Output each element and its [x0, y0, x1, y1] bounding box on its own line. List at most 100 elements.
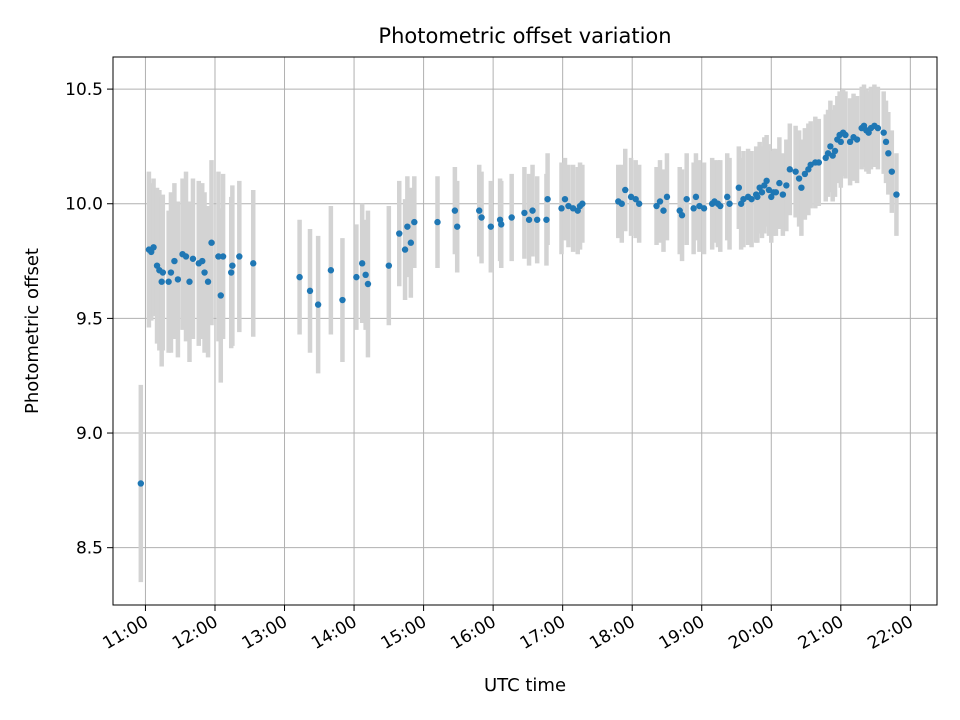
x-tick-label: 12:00 — [169, 612, 221, 654]
data-point — [201, 269, 208, 276]
data-point — [508, 214, 515, 221]
data-point — [748, 195, 755, 203]
data-point — [434, 218, 441, 226]
data-point — [618, 200, 625, 207]
data-point — [199, 257, 206, 265]
data-point — [521, 209, 528, 217]
x-tick-label: 22:00 — [864, 612, 916, 654]
data-point — [411, 218, 418, 226]
data-point — [478, 214, 485, 221]
data-point — [561, 195, 569, 203]
x-tick-label: 17:00 — [517, 612, 569, 654]
data-point — [404, 223, 411, 230]
data-points — [137, 122, 900, 487]
data-point — [208, 239, 215, 246]
data-point — [783, 182, 790, 189]
data-point — [798, 184, 805, 191]
y-tick-label: 10.5 — [65, 80, 103, 100]
data-point — [204, 278, 212, 285]
data-point — [763, 177, 770, 185]
data-point — [236, 253, 243, 260]
data-point — [327, 267, 335, 274]
data-point — [795, 175, 803, 182]
data-point — [660, 207, 667, 214]
y-tick-label: 9.5 — [76, 309, 103, 329]
data-point — [827, 143, 834, 150]
data-point — [837, 138, 845, 146]
data-point — [888, 168, 896, 175]
data-point — [165, 278, 172, 285]
data-point — [250, 260, 257, 267]
data-point — [632, 195, 639, 203]
data-point — [476, 207, 483, 214]
x-tick-label: 11:00 — [100, 612, 152, 654]
data-point — [159, 269, 167, 276]
data-point — [622, 186, 629, 194]
data-point — [306, 287, 314, 295]
data-point — [158, 278, 165, 285]
data-point — [853, 136, 861, 143]
data-point — [137, 480, 145, 487]
data-point — [543, 216, 550, 223]
data-point — [167, 269, 175, 276]
x-tick-label: 19:00 — [656, 612, 708, 654]
data-point — [792, 168, 799, 175]
data-point — [150, 244, 157, 251]
data-point — [663, 193, 671, 201]
x-axis-label: UTC time — [484, 675, 566, 696]
data-point — [525, 216, 533, 223]
data-point — [544, 195, 551, 203]
data-point — [874, 124, 882, 132]
error-bars — [138, 84, 899, 583]
chart-title: Photometric offset variation — [378, 24, 671, 48]
data-point — [339, 296, 346, 304]
data-point — [754, 193, 761, 201]
data-point — [726, 200, 733, 207]
data-point — [228, 269, 235, 276]
data-point — [171, 257, 178, 265]
data-point — [786, 166, 794, 173]
data-point — [186, 278, 193, 285]
data-point — [498, 221, 505, 228]
data-point — [353, 273, 360, 281]
data-point — [385, 262, 393, 269]
data-point — [717, 202, 724, 210]
data-point — [314, 301, 322, 308]
plot-frame — [112, 56, 938, 606]
data-point — [635, 200, 643, 207]
data-point — [683, 195, 690, 203]
data-point — [831, 147, 839, 155]
data-point — [358, 260, 366, 267]
x-tick-label: 20:00 — [725, 612, 777, 654]
data-point — [842, 131, 849, 139]
data-point — [174, 276, 182, 283]
data-point — [217, 292, 224, 299]
data-point — [815, 159, 822, 166]
data-point — [364, 280, 372, 288]
data-point — [700, 205, 708, 212]
data-point — [362, 271, 369, 279]
data-point — [454, 223, 461, 230]
data-point — [885, 150, 892, 157]
data-point — [215, 253, 222, 260]
x-tick-label: 18:00 — [586, 612, 638, 654]
data-point — [880, 129, 887, 136]
data-point — [678, 212, 686, 219]
y-tick-label: 10.0 — [65, 195, 103, 215]
data-point — [779, 191, 787, 198]
x-tick-label: 14:00 — [308, 612, 360, 654]
data-point — [487, 223, 495, 230]
data-point — [401, 246, 409, 253]
data-point — [229, 262, 236, 269]
data-point — [558, 205, 565, 212]
x-tick-label: 13:00 — [239, 612, 291, 654]
data-point — [893, 191, 900, 198]
x-tick-label: 15:00 — [378, 612, 430, 654]
data-point — [846, 138, 854, 146]
data-point — [407, 239, 415, 246]
data-point — [219, 253, 227, 260]
x-axis: 11:00 12:00 13:00 14:00 15:00 16:00 17:00 18:00… — [100, 605, 917, 654]
data-point — [653, 202, 660, 210]
data-point — [529, 207, 536, 214]
